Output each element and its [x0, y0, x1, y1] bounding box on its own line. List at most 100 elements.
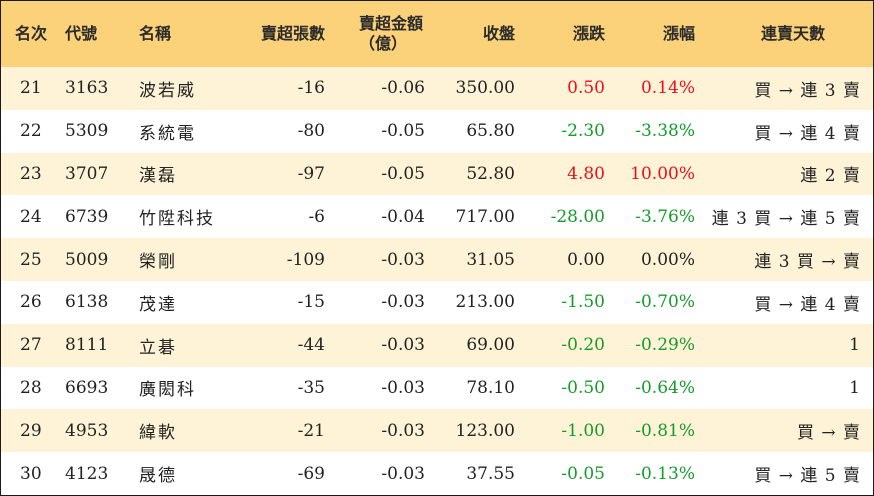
cell-name[interactable]: 立碁	[139, 337, 177, 358]
cell-code[interactable]: 5309	[65, 121, 109, 142]
cell-code[interactable]: 4123	[65, 463, 109, 484]
cell-change: -1.00	[561, 420, 605, 441]
cell-code[interactable]: 6739	[65, 206, 109, 227]
cell-streak: 買 → 連 4 賣	[754, 123, 861, 144]
cell-streak: 買 → 連 4 賣	[754, 294, 861, 315]
table-row[interactable]: 27 8111 立碁 -44 -0.03 69.00 -0.20 -0.29% 1	[1, 323, 873, 367]
header-name[interactable]: 名稱	[139, 24, 172, 43]
cell-close: 31.05	[466, 249, 515, 270]
cell-close: 69.00	[466, 335, 515, 356]
cell-change: -0.05	[561, 463, 605, 484]
header-close[interactable]: 收盤	[482, 24, 515, 43]
header-code[interactable]: 代號	[65, 24, 98, 43]
table-header-row: 名次 代號 名稱 賣超張數 賣超金額 （億） 收盤 漲跌 漲幅 連賣天數	[1, 1, 873, 67]
cell-change-pct: -0.64%	[635, 377, 695, 398]
cell-sell-lots: -21	[297, 420, 325, 441]
cell-change-pct: 10.00%	[630, 163, 695, 184]
cell-sell-lots: -97	[297, 163, 325, 184]
cell-code[interactable]: 3163	[65, 78, 109, 99]
cell-close: 350.00	[455, 78, 515, 99]
cell-code[interactable]: 6138	[65, 292, 109, 313]
cell-name[interactable]: 茂達	[139, 294, 177, 315]
header-sell-amount-line1: 賣超金額	[358, 14, 423, 33]
cell-streak: 1	[849, 335, 861, 356]
cell-sell-lots: -15	[297, 292, 325, 313]
cell-close: 78.10	[466, 377, 515, 398]
cell-name[interactable]: 漢磊	[139, 166, 177, 187]
cell-close: 717.00	[455, 206, 515, 227]
cell-close: 65.80	[466, 121, 515, 142]
cell-sell-lots: -35	[297, 377, 325, 398]
table-row[interactable]: 22 5309 系統電 -80 -0.05 65.80 -2.30 -3.38% 買 → 連 4…	[1, 109, 873, 153]
header-change[interactable]: 漲跌	[572, 24, 605, 43]
cell-sell-amount: -0.03	[381, 377, 425, 398]
cell-code[interactable]: 6693	[65, 377, 109, 398]
cell-code[interactable]: 4953	[65, 420, 109, 441]
cell-name[interactable]: 廣閎科	[139, 380, 196, 401]
cell-change-pct: 0.14%	[640, 78, 695, 99]
table-row[interactable]: 28 6693 廣閎科 -35 -0.03 78.10 -0.50 -0.64% 1	[1, 366, 873, 410]
cell-name[interactable]: 系統電	[139, 123, 196, 144]
header-sell-amount[interactable]: 賣超金額 （億）	[325, 1, 425, 67]
cell-change-pct: -3.76%	[635, 206, 695, 227]
cell-sell-amount: -0.03	[381, 420, 425, 441]
cell-name[interactable]: 緯軟	[139, 423, 177, 444]
cell-sell-lots: -80	[297, 121, 325, 142]
cell-sell-amount: -0.06	[381, 78, 425, 99]
header-change-pct[interactable]: 漲幅	[662, 24, 695, 43]
cell-sell-amount: -0.04	[381, 206, 425, 227]
table-row[interactable]: 25 5009 榮剛 -109 -0.03 31.05 0.00 0.00% 連 3 買 → 賣	[1, 238, 873, 281]
cell-name[interactable]: 榮剛	[139, 252, 177, 273]
cell-streak: 買 → 連 5 賣	[754, 466, 861, 487]
cell-code[interactable]: 8111	[65, 335, 109, 356]
cell-change: -1.50	[561, 292, 605, 313]
cell-rank: 25	[20, 249, 42, 270]
cell-streak: 買 → 賣	[796, 423, 861, 444]
cell-change-pct: -0.81%	[635, 420, 695, 441]
cell-close: 213.00	[455, 292, 515, 313]
cell-change-pct: -0.13%	[635, 463, 695, 484]
cell-change: 0.00	[567, 249, 605, 270]
cell-streak: 連 2 賣	[800, 166, 861, 187]
cell-change: 0.50	[567, 78, 605, 99]
cell-name[interactable]: 晟德	[139, 466, 177, 487]
cell-streak: 1	[849, 377, 861, 398]
table-row[interactable]: 24 6739 竹陞科技 -6 -0.04 717.00 -28.00 -3.76% 連 3 買…	[1, 195, 873, 239]
cell-streak: 連 3 買 → 連 5 賣	[711, 209, 861, 230]
header-sell-amount-line2: （億）	[358, 34, 407, 53]
cell-close: 52.80	[466, 163, 515, 184]
cell-rank: 24	[20, 206, 42, 227]
cell-change-pct: -0.70%	[635, 292, 695, 313]
cell-rank: 30	[20, 463, 42, 484]
cell-sell-lots: -44	[297, 335, 325, 356]
cell-change: 4.80	[567, 163, 605, 184]
table-row[interactable]: 29 4953 緯軟 -21 -0.03 123.00 -1.00 -0.81% 買 → 賣	[1, 409, 873, 453]
cell-name[interactable]: 波若威	[139, 80, 196, 101]
cell-rank: 29	[20, 420, 42, 441]
cell-change: -0.50	[561, 377, 605, 398]
cell-change: -0.20	[561, 335, 605, 356]
cell-rank: 28	[20, 377, 42, 398]
cell-change-pct: 0.00%	[640, 249, 695, 270]
cell-rank: 26	[20, 292, 42, 313]
header-sell-lots[interactable]: 賣超張數	[260, 24, 325, 43]
table-row[interactable]: 23 3707 漢磊 -97 -0.05 52.80 4.80 10.00% 連 2 賣	[1, 152, 873, 196]
header-rank[interactable]: 名次	[15, 24, 48, 43]
cell-code[interactable]: 3707	[65, 163, 109, 184]
cell-streak: 連 3 買 → 賣	[754, 252, 861, 273]
cell-name[interactable]: 竹陞科技	[139, 209, 215, 230]
cell-code[interactable]: 5009	[65, 249, 109, 270]
header-streak[interactable]: 連賣天數	[760, 24, 825, 43]
cell-rank: 22	[20, 121, 42, 142]
cell-change-pct: -0.29%	[635, 335, 695, 356]
table-row[interactable]: 26 6138 茂達 -15 -0.03 213.00 -1.50 -0.70% 買 → 連 4…	[1, 280, 873, 324]
table-row[interactable]: 21 3163 波若威 -16 -0.06 350.00 0.50 0.14% 買 → 連 3 …	[1, 67, 873, 110]
cell-rank: 27	[20, 335, 42, 356]
cell-sell-amount: -0.03	[381, 463, 425, 484]
table-row[interactable]: 30 4123 晟德 -69 -0.03 37.55 -0.05 -0.13% 買 → 連 5 …	[1, 452, 873, 495]
cell-sell-lots: -6	[308, 206, 325, 227]
cell-close: 123.00	[455, 420, 515, 441]
cell-sell-amount: -0.03	[381, 335, 425, 356]
